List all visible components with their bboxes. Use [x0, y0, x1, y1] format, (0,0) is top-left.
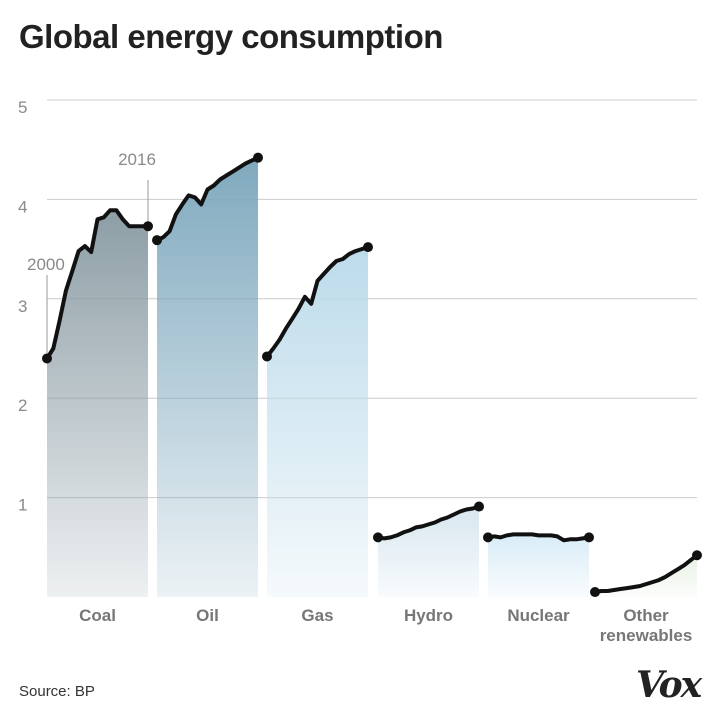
category-label: renewables: [600, 626, 693, 645]
category-label: Other: [623, 606, 669, 625]
gridlines: [47, 99, 697, 499]
y-tick-label: 1: [18, 496, 27, 515]
line-nuclear: [486, 532, 591, 543]
area-hydro: [378, 506, 479, 597]
chart-title: Global energy consumption: [19, 18, 443, 55]
y-tick-label: 2: [18, 396, 27, 415]
start-point: [590, 587, 600, 598]
line-coal: [45, 208, 150, 361]
area-oil: [157, 157, 258, 597]
line-gas: [265, 245, 370, 359]
area-other-renewables: [595, 555, 697, 597]
start-point: [152, 235, 162, 246]
y-tick-label: 5: [18, 98, 27, 117]
line-hydro: [376, 504, 481, 541]
start-point: [373, 532, 383, 543]
category-label: Hydro: [404, 606, 453, 625]
vox-logo: Vox: [636, 664, 702, 706]
y-tick-label: 4: [18, 197, 27, 216]
category-label: Oil: [196, 606, 219, 625]
annotations: 2000 2016: [27, 150, 156, 359]
annotation-year-2000: 2000: [27, 255, 65, 274]
end-point: [584, 532, 594, 543]
source-note: Source: BP: [19, 683, 95, 700]
category-label: Gas: [301, 606, 333, 625]
line-other-renewables: [593, 553, 699, 594]
area-nuclear: [488, 534, 589, 597]
start-point: [262, 351, 272, 362]
area-gas: [267, 247, 368, 597]
series-lines: [42, 152, 702, 598]
area-coal: [47, 210, 148, 598]
line-oil: [155, 155, 260, 243]
start-point: [483, 532, 493, 543]
end-point: [474, 501, 484, 512]
category-label: Nuclear: [507, 606, 570, 625]
y-tick-label: 3: [18, 297, 27, 316]
area-fills: [47, 157, 697, 598]
category-label: Coal: [79, 606, 116, 625]
annotation-year-2016: 2016: [118, 150, 156, 169]
start-point: [42, 353, 52, 364]
end-point: [363, 242, 373, 253]
end-point: [143, 221, 153, 232]
y-axis-ticks: 1 2 3 4 5: [18, 98, 27, 515]
end-point: [253, 152, 263, 163]
end-point: [692, 550, 702, 561]
